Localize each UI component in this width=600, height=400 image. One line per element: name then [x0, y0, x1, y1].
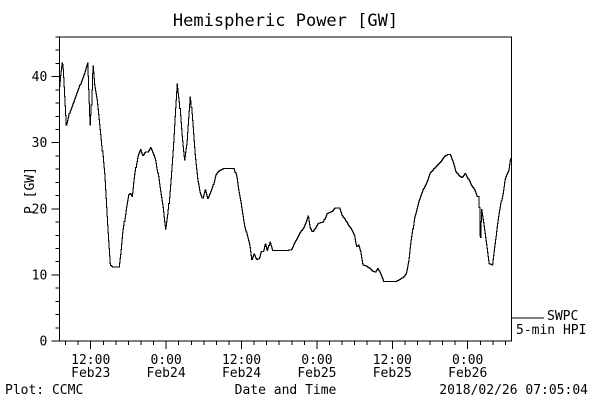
y-tick-label: 20	[32, 202, 48, 217]
x-tick-date-label: Feb25	[297, 366, 336, 381]
y-tick-label: 40	[32, 70, 48, 85]
legend-source-label: SWPC	[547, 309, 579, 324]
x-axis-label: Date and Time	[234, 383, 337, 398]
x-tick-time-label: 0:00	[150, 353, 181, 368]
x-tick-date-label: Feb24	[222, 366, 261, 381]
plot-timestamp: 2018/02/26 07:05:04	[439, 383, 588, 398]
x-tick-time-label: 12:00	[71, 353, 110, 368]
chart-title: Hemispheric Power [GW]	[172, 11, 399, 31]
x-tick-date-label: Feb24	[147, 366, 186, 381]
x-tick-date-label: Feb26	[448, 366, 487, 381]
y-tick-label: 30	[32, 136, 48, 151]
x-tick-time-label: 0:00	[452, 353, 483, 368]
x-tick-time-label: 12:00	[222, 353, 261, 368]
y-tick-label: 10	[32, 268, 48, 283]
x-tick-date-label: Feb23	[71, 366, 110, 381]
plot-credit: Plot: CCMC	[5, 383, 84, 398]
x-tick-date-label: Feb25	[373, 366, 412, 381]
x-tick-time-label: 12:00	[373, 353, 412, 368]
y-tick-label: 0	[39, 335, 47, 350]
axis-frame	[58, 36, 513, 342]
hpi-data-line	[59, 62, 513, 282]
x-tick-time-label: 0:00	[301, 353, 332, 368]
legend-series-label: 5-min HPI	[516, 323, 587, 338]
